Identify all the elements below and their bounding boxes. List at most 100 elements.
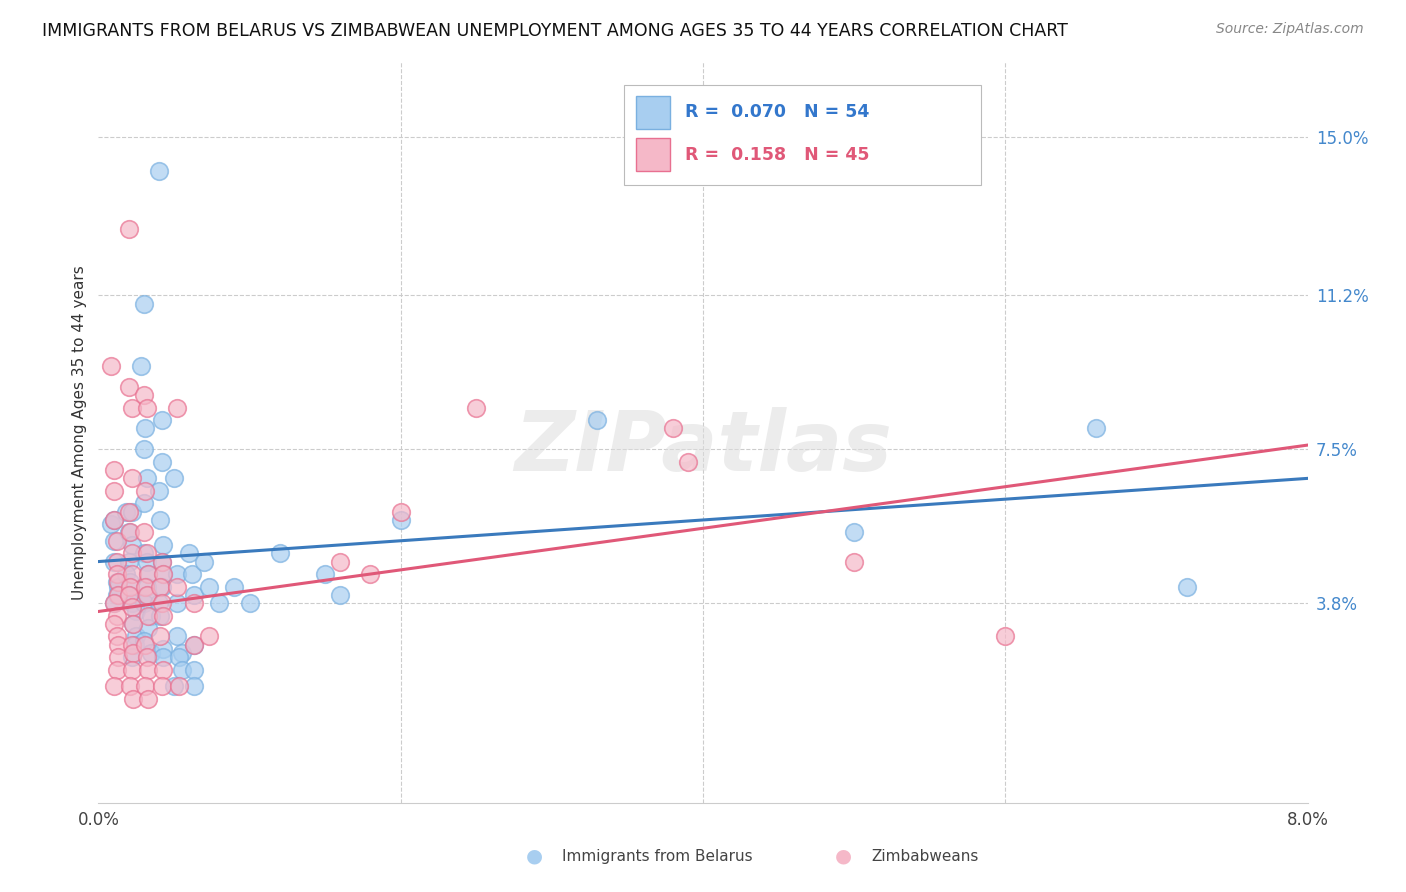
Point xyxy=(121,600,143,615)
Point xyxy=(105,608,128,623)
Point xyxy=(239,596,262,610)
Point xyxy=(134,580,156,594)
Point xyxy=(141,646,163,660)
Point xyxy=(148,483,170,498)
Point xyxy=(121,546,143,560)
Point xyxy=(103,483,125,498)
Point xyxy=(107,580,129,594)
Point xyxy=(122,691,145,706)
Point xyxy=(103,533,125,548)
Point xyxy=(118,525,141,540)
Point xyxy=(152,567,174,582)
Point xyxy=(118,380,141,394)
Point xyxy=(100,517,122,532)
Point xyxy=(183,588,205,602)
Point xyxy=(125,605,148,619)
Point xyxy=(193,555,215,569)
Point xyxy=(132,442,155,457)
Point xyxy=(166,401,188,415)
Point xyxy=(1085,421,1108,435)
Point xyxy=(152,650,174,665)
Point xyxy=(105,663,128,677)
Text: ZIPatlas: ZIPatlas xyxy=(515,407,891,488)
Point xyxy=(844,555,866,569)
Point xyxy=(136,621,159,635)
Point xyxy=(132,496,155,510)
Point xyxy=(135,471,157,485)
Point xyxy=(136,691,159,706)
Text: Zimbabweans: Zimbabweans xyxy=(872,849,979,863)
Point xyxy=(105,555,128,569)
Point xyxy=(166,629,188,643)
Point xyxy=(103,596,125,610)
Point xyxy=(149,608,172,623)
Point xyxy=(994,629,1017,643)
Point xyxy=(360,567,382,582)
Text: ●: ● xyxy=(835,847,852,866)
Point xyxy=(269,546,291,560)
Point xyxy=(121,471,143,485)
Point xyxy=(121,650,143,665)
Text: Source: ZipAtlas.com: Source: ZipAtlas.com xyxy=(1216,22,1364,37)
Point xyxy=(152,538,174,552)
Point xyxy=(197,629,219,643)
Point xyxy=(136,608,159,623)
Point xyxy=(163,471,186,485)
Point xyxy=(150,580,173,594)
Point xyxy=(122,646,145,660)
Point xyxy=(150,455,173,469)
Point xyxy=(103,513,125,527)
Point xyxy=(132,388,155,402)
Point xyxy=(107,588,129,602)
Text: Immigrants from Belarus: Immigrants from Belarus xyxy=(562,849,754,863)
Point xyxy=(103,616,125,631)
Point xyxy=(120,580,142,594)
Point xyxy=(100,359,122,373)
Point xyxy=(118,588,141,602)
Point xyxy=(183,663,205,677)
Point xyxy=(465,401,488,415)
Point xyxy=(105,629,128,643)
Point xyxy=(124,638,146,652)
FancyBboxPatch shape xyxy=(624,85,981,185)
Point xyxy=(389,513,412,527)
Point xyxy=(105,588,128,602)
Point xyxy=(105,533,128,548)
Point xyxy=(224,580,246,594)
Point xyxy=(136,567,159,582)
Point xyxy=(132,596,155,610)
Point xyxy=(135,588,157,602)
Point xyxy=(121,638,143,652)
Point xyxy=(114,505,136,519)
Point xyxy=(676,455,699,469)
Point xyxy=(118,505,141,519)
Point xyxy=(103,513,125,527)
Point xyxy=(166,567,188,582)
Point xyxy=(103,555,125,569)
Point xyxy=(132,296,155,310)
Point xyxy=(150,679,173,693)
Text: IMMIGRANTS FROM BELARUS VS ZIMBABWEAN UNEMPLOYMENT AMONG AGES 35 TO 44 YEARS COR: IMMIGRANTS FROM BELARUS VS ZIMBABWEAN UN… xyxy=(42,22,1069,40)
Point xyxy=(152,663,174,677)
Point xyxy=(150,555,173,569)
Point xyxy=(132,633,155,648)
Point xyxy=(103,596,125,610)
Point xyxy=(136,588,159,602)
Point xyxy=(121,401,143,415)
FancyBboxPatch shape xyxy=(637,138,671,171)
Point xyxy=(125,629,148,643)
Point xyxy=(329,588,352,602)
Y-axis label: Unemployment Among Ages 35 to 44 years: Unemployment Among Ages 35 to 44 years xyxy=(72,265,87,600)
Point xyxy=(134,483,156,498)
Point xyxy=(148,163,170,178)
Point xyxy=(107,638,129,652)
Point xyxy=(114,567,136,582)
Text: ●: ● xyxy=(526,847,543,866)
Point xyxy=(121,538,143,552)
Point xyxy=(105,575,128,590)
Point xyxy=(166,596,188,610)
Point xyxy=(661,421,683,435)
Point xyxy=(181,567,204,582)
Point xyxy=(197,580,219,594)
Point xyxy=(149,580,172,594)
